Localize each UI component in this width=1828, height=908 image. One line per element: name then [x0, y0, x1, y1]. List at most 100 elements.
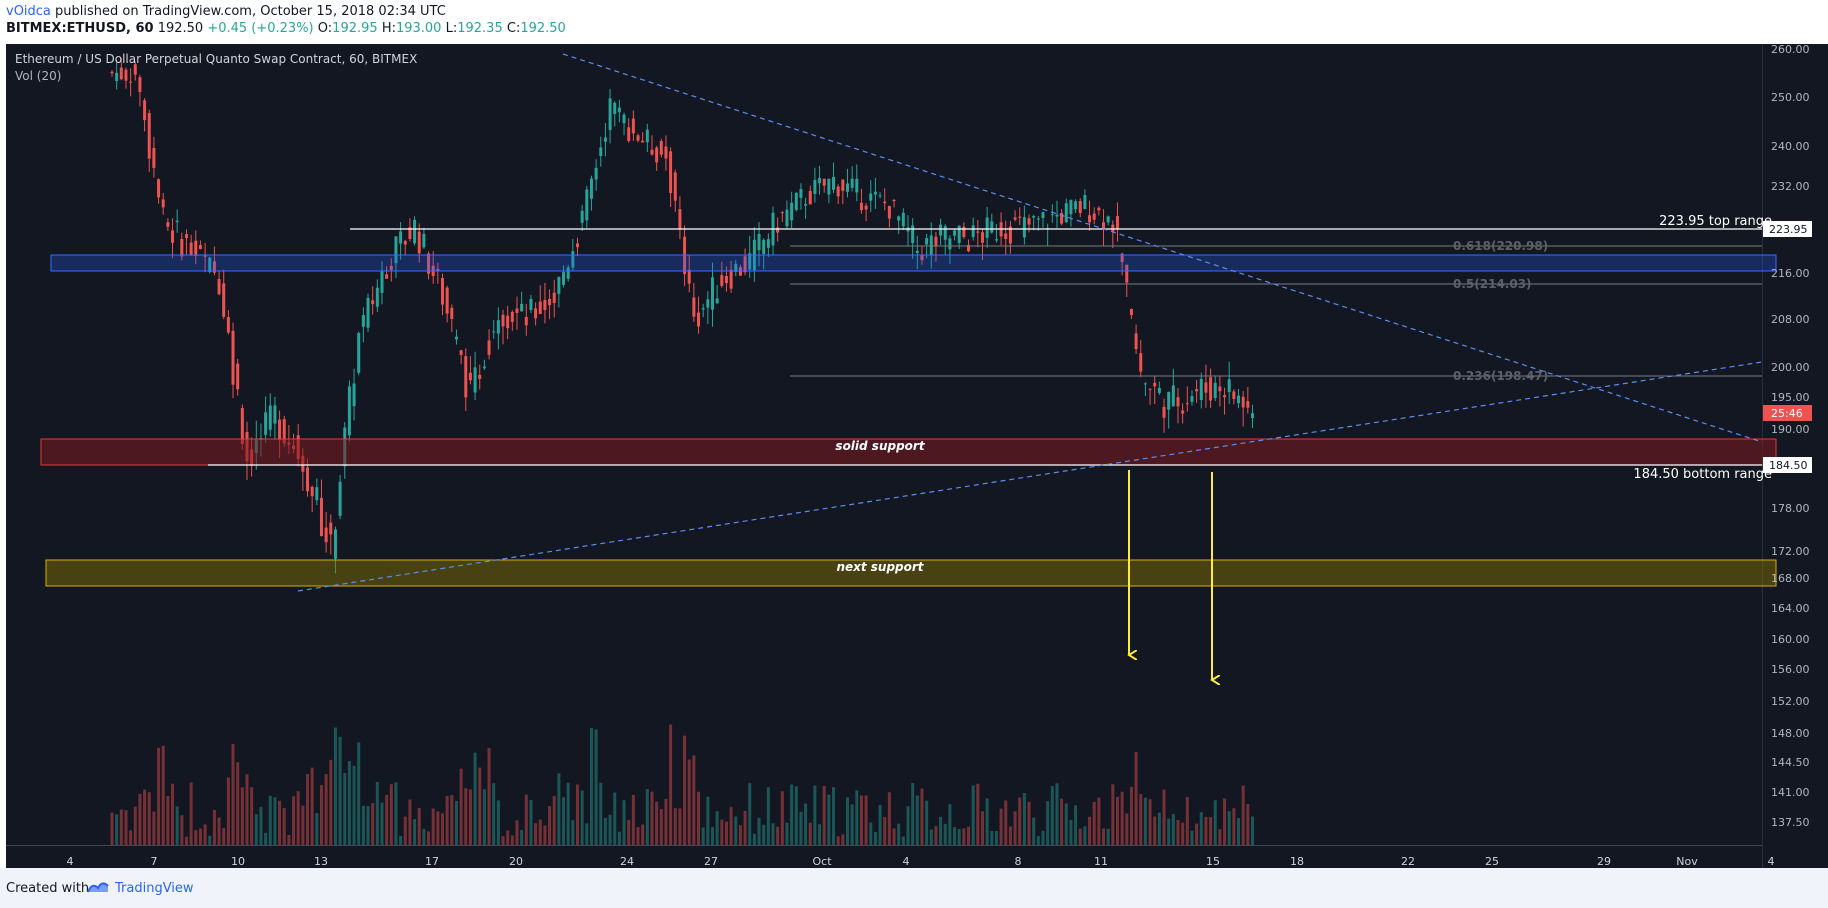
candle-body: [1223, 395, 1227, 398]
volume-bar: [1190, 830, 1194, 845]
price-axis-label: 200.00: [1771, 361, 1810, 374]
time-axis-label: 13: [314, 855, 328, 868]
volume-bar: [273, 797, 277, 845]
volume-bar: [1213, 800, 1217, 845]
volume-bar: [1013, 811, 1017, 845]
chart-legend-title[interactable]: Ethereum / US Dollar Perpetual Quanto Sw…: [15, 52, 418, 66]
candle-body: [692, 297, 696, 317]
volume-bar: [1078, 828, 1082, 845]
candle-body: [129, 81, 133, 83]
volume-bar: [352, 765, 356, 845]
price-tag-top-text: 223.95: [1769, 223, 1808, 236]
volume-bar: [934, 826, 938, 845]
volume-bar: [1199, 812, 1203, 845]
candle-body: [631, 118, 635, 134]
volume-bar: [1115, 796, 1119, 845]
volume-bar: [897, 823, 901, 845]
time-axis-label: 18: [1290, 855, 1304, 868]
next-support-zone[interactable]: [45, 559, 1777, 587]
resistance-zone-blue[interactable]: [50, 254, 1777, 272]
volume-bar: [659, 808, 663, 845]
volume-bar: [454, 800, 458, 845]
volume-bar: [1227, 811, 1231, 845]
candle-body: [845, 183, 849, 192]
volume-legend[interactable]: Vol (20): [15, 69, 62, 83]
candle-body: [878, 195, 882, 197]
volume-bar: [534, 823, 538, 845]
volume-bar: [1064, 803, 1068, 845]
candle-body: [157, 179, 161, 198]
volume-bar: [347, 761, 351, 845]
ohlc-low-label: L:: [445, 21, 458, 36]
candle-body: [1036, 218, 1040, 220]
volume-bar: [869, 822, 873, 845]
volume-bar: [804, 803, 808, 845]
candle-body: [1232, 391, 1236, 399]
volume-bar: [976, 783, 980, 845]
price-axis-label: 232.00: [1771, 180, 1810, 193]
candle-body: [967, 245, 971, 252]
volume-bar: [515, 820, 519, 845]
candle-body: [1237, 395, 1241, 404]
volume-bar: [422, 829, 426, 845]
volume-bar: [287, 835, 291, 845]
volume-bar: [617, 831, 621, 845]
price-axis-label: 260.00: [1771, 43, 1810, 56]
volume-bar: [538, 819, 542, 845]
candle-body: [939, 224, 943, 236]
volume-bar: [962, 828, 966, 845]
price-axis-label: 250.00: [1771, 91, 1810, 104]
candle-body: [850, 178, 854, 188]
time-axis-label: 25: [1485, 855, 1499, 868]
symbol-name[interactable]: BITMEX:ETHUSD, 60: [6, 21, 154, 36]
candle-body: [380, 271, 384, 293]
volume-bar: [1097, 797, 1101, 845]
volume-bar: [450, 795, 454, 845]
candle-body: [608, 98, 612, 130]
volume-bar: [734, 816, 738, 845]
volume-bar: [855, 790, 859, 845]
publication-header: vOidca published on TradingView.com, Oct…: [0, 0, 1828, 44]
candle-body: [780, 212, 784, 214]
candle-body: [184, 234, 188, 239]
candle-body: [1129, 308, 1133, 316]
tradingview-brand-link[interactable]: TradingView: [115, 881, 194, 896]
volume-bar: [226, 777, 230, 845]
volume-bar: [813, 785, 817, 845]
volume-bar: [701, 827, 705, 845]
volume-bar: [571, 820, 575, 845]
time-axis[interactable]: [6, 845, 1762, 869]
candle-body: [1083, 195, 1087, 210]
volume-bar: [431, 808, 435, 845]
candle-body: [818, 177, 822, 184]
ohlc-low-value: 192.35: [457, 21, 503, 36]
time-axis-label: 24: [620, 855, 634, 868]
volume-bar: [1162, 789, 1166, 845]
volume-bar: [524, 794, 528, 845]
price-axis-label: 216.00: [1771, 267, 1810, 280]
candle-body: [1008, 226, 1012, 244]
price-axis-label: 144.50: [1771, 756, 1810, 769]
candle-body: [366, 297, 370, 328]
candle-body: [757, 234, 761, 251]
volume-bar: [985, 798, 989, 845]
volume-bar: [1060, 798, 1064, 845]
descending-trendline[interactable]: [562, 53, 1763, 443]
candle-body: [427, 253, 431, 274]
volume-bar: [585, 823, 589, 845]
candle-body: [338, 481, 342, 516]
candle-body: [832, 176, 836, 190]
author-link[interactable]: vOidca: [6, 4, 51, 19]
volume-bar: [143, 789, 147, 845]
candle-body: [841, 179, 845, 191]
volume-bar: [873, 831, 877, 845]
ascending-trendline[interactable]: [297, 361, 1763, 592]
chart-canvas[interactable]: 223.95 top range 184.50 bottom range sol…: [0, 0, 1828, 868]
candle-body: [478, 374, 482, 379]
volume-bar: [808, 822, 812, 845]
volume-bar: [957, 829, 961, 845]
volume-bar: [766, 787, 770, 845]
candle-body: [822, 178, 826, 186]
candle-body: [240, 408, 244, 445]
volume-bar: [799, 811, 803, 845]
